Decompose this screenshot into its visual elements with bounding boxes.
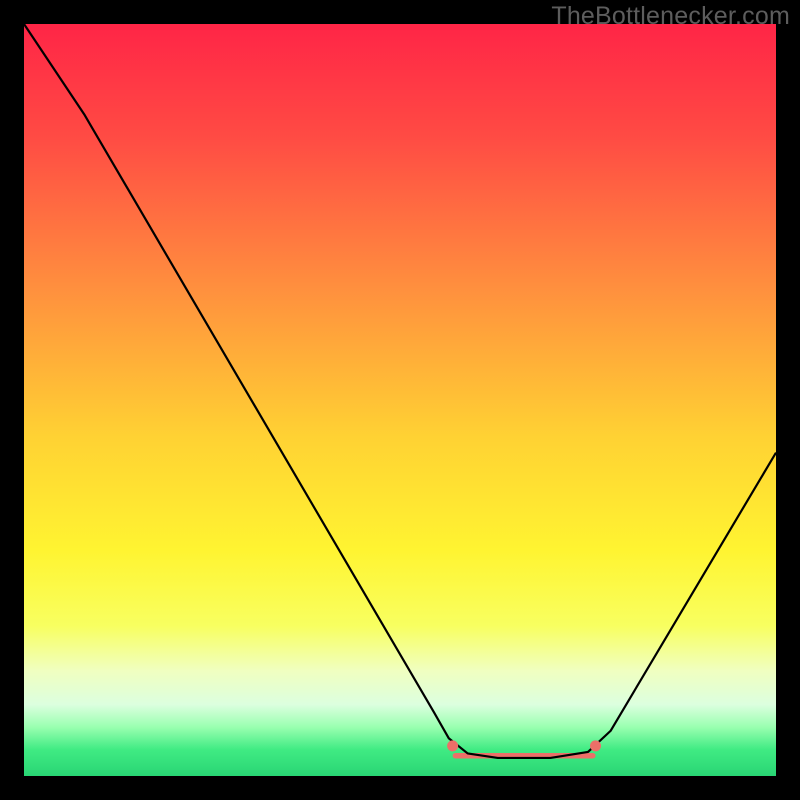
gradient-background	[24, 24, 776, 776]
valley-marker-0	[447, 740, 458, 751]
chart-root: TheBottlenecker.com	[0, 0, 800, 800]
valley-marker-1	[590, 740, 601, 751]
watermark-text: TheBottlenecker.com	[551, 2, 790, 31]
plot-area	[24, 24, 776, 776]
